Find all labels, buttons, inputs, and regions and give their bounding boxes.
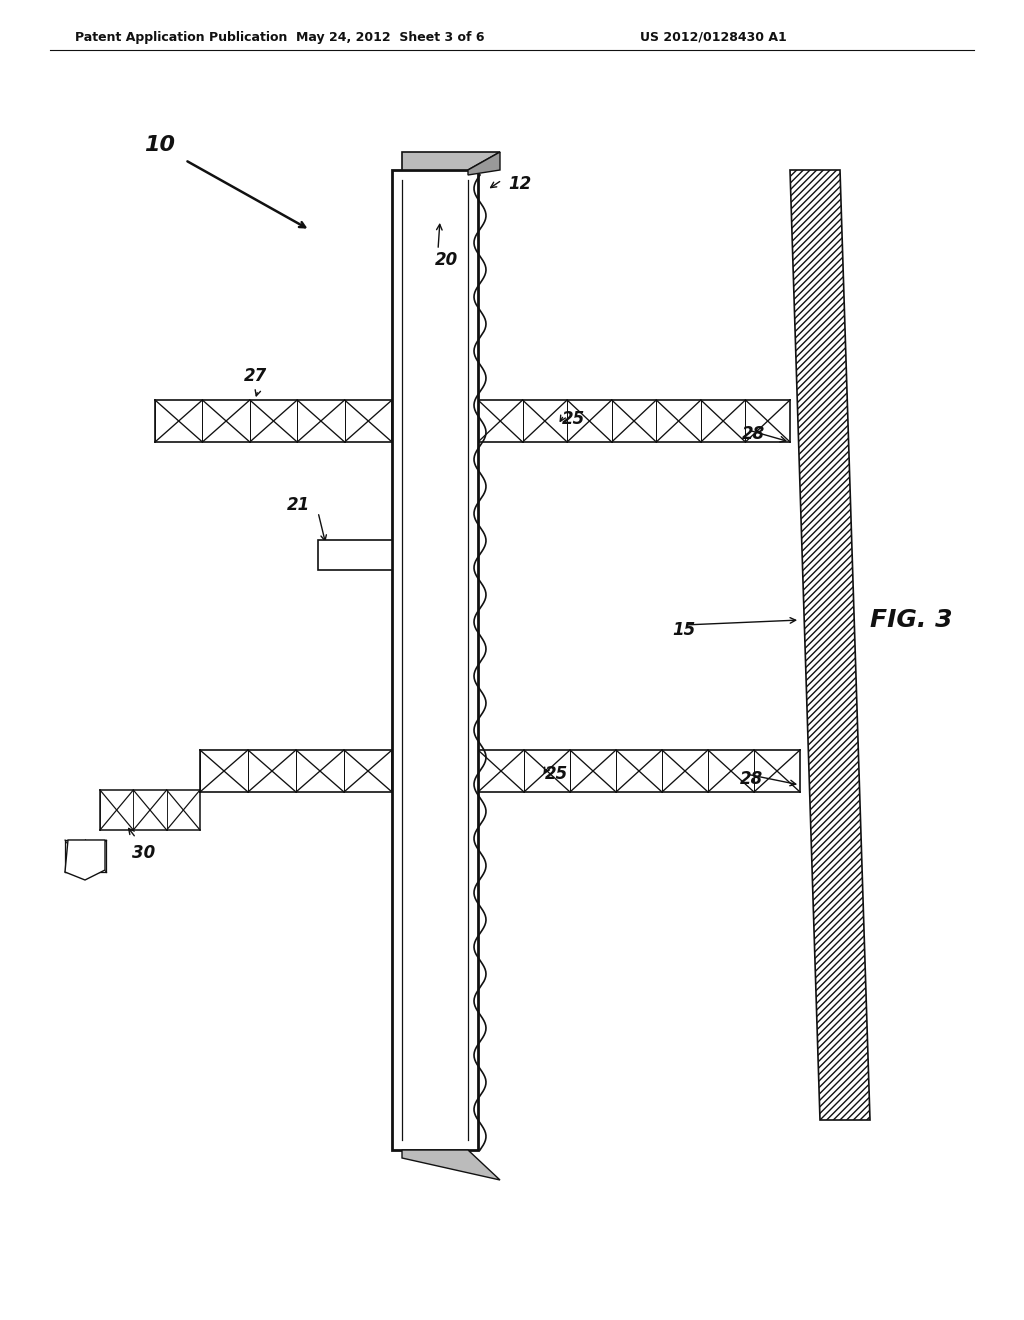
Text: 28: 28 <box>740 770 763 788</box>
Polygon shape <box>468 152 500 176</box>
Text: US 2012/0128430 A1: US 2012/0128430 A1 <box>640 30 786 44</box>
Text: 28: 28 <box>742 425 765 444</box>
Text: 27: 27 <box>244 367 266 385</box>
Polygon shape <box>402 1150 500 1180</box>
Polygon shape <box>65 840 105 880</box>
Text: 30: 30 <box>132 843 156 862</box>
Text: Patent Application Publication: Patent Application Publication <box>75 30 288 44</box>
Bar <box>318 540 392 570</box>
Bar <box>392 170 478 1150</box>
Text: 15: 15 <box>672 620 695 639</box>
Text: FIG. 3: FIG. 3 <box>870 609 952 632</box>
Polygon shape <box>402 152 500 170</box>
Polygon shape <box>790 170 870 1119</box>
Text: May 24, 2012  Sheet 3 of 6: May 24, 2012 Sheet 3 of 6 <box>296 30 484 44</box>
Text: 21: 21 <box>287 496 310 513</box>
Text: 20: 20 <box>435 251 459 269</box>
Text: 12: 12 <box>508 176 531 193</box>
Text: 10: 10 <box>144 135 175 154</box>
Text: 25: 25 <box>545 766 568 783</box>
Text: 25: 25 <box>562 411 586 428</box>
